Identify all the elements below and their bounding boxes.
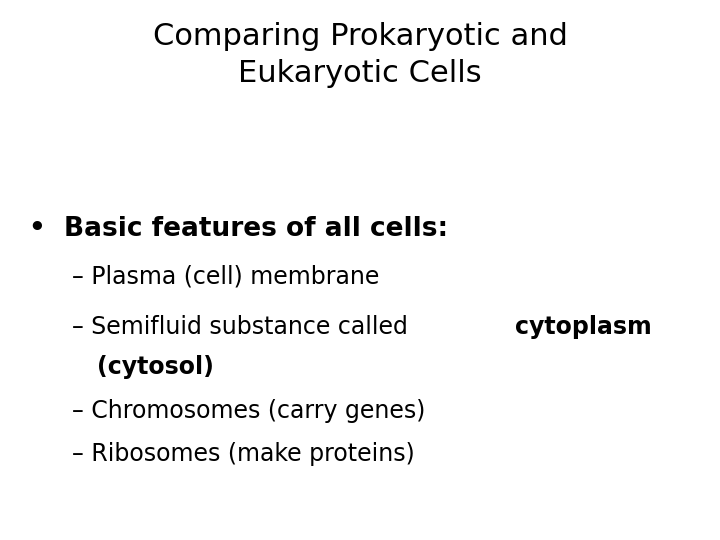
Text: Comparing Prokaryotic and
Eukaryotic Cells: Comparing Prokaryotic and Eukaryotic Cel… (153, 22, 567, 87)
Text: – Plasma (cell) membrane: – Plasma (cell) membrane (72, 264, 379, 288)
Text: cytoplasm: cytoplasm (515, 315, 652, 339)
Text: – Chromosomes (carry genes): – Chromosomes (carry genes) (72, 399, 426, 423)
Text: (cytosol): (cytosol) (96, 355, 214, 379)
Text: •  Basic features of all cells:: • Basic features of all cells: (29, 216, 448, 242)
Text: – Ribosomes (make proteins): – Ribosomes (make proteins) (72, 442, 415, 466)
Text: – Semifluid substance called: – Semifluid substance called (72, 315, 415, 339)
